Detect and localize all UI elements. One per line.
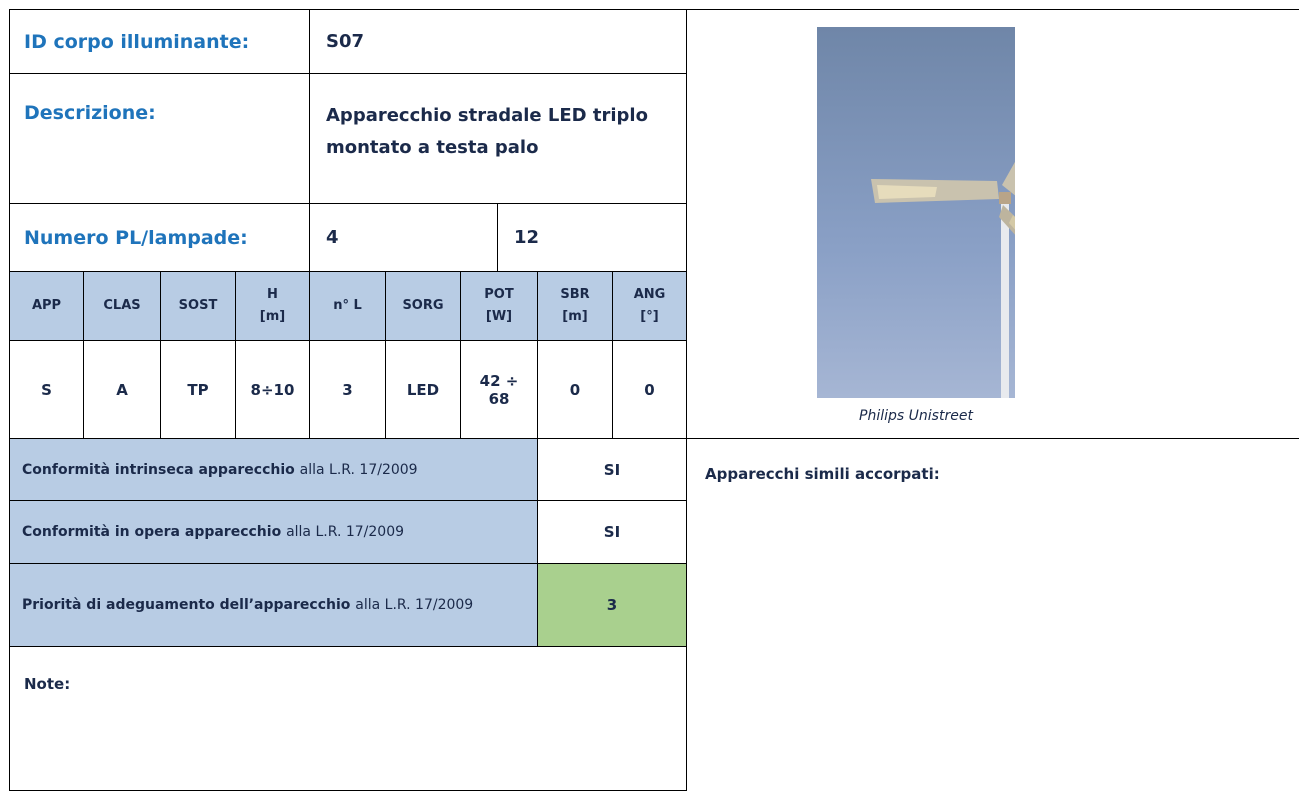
header-name: CLAS — [103, 298, 141, 313]
compliance-value: SI — [537, 500, 687, 564]
compliance-text: Conformità in opera apparecchio alla L.R… — [22, 522, 404, 542]
compliance-rest: alla L.R. 17/2009 — [355, 597, 474, 613]
table-value: 0 — [612, 340, 687, 439]
count-value: 4 — [309, 203, 498, 272]
table-value: 3 — [309, 340, 386, 439]
compliance-rest: alla L.R. 17/2009 — [286, 524, 405, 540]
column-header: ANG [°] — [612, 271, 687, 341]
table-value: LED — [385, 340, 461, 439]
column-header: SBR [m] — [537, 271, 613, 341]
header-text: APP — [32, 295, 61, 317]
compliance-bold: Conformità intrinseca apparecchio — [22, 461, 295, 478]
table-value: 8÷10 — [235, 340, 310, 439]
compliance-label: Conformità in opera apparecchio alla L.R… — [9, 500, 538, 564]
photo-caption: Philips Unistreet — [859, 408, 973, 424]
column-header: APP — [9, 271, 84, 341]
column-header: SORG — [385, 271, 461, 341]
header-text: SBR [m] — [560, 284, 589, 328]
table-value: S — [9, 340, 84, 439]
id-label: ID corpo illuminante: — [9, 9, 310, 74]
table-value: 42 ÷ 68 — [460, 340, 538, 439]
photo — [817, 27, 1015, 398]
header-name: POT — [484, 287, 514, 302]
header-name: H — [267, 287, 278, 302]
header-text: CLAS — [103, 295, 140, 317]
count-label: Numero PL/lampade: — [9, 203, 310, 272]
header-text: n° L — [333, 295, 362, 317]
header-unit: [m] — [259, 309, 286, 324]
compliance-bold: Conformità in opera apparecchio — [22, 524, 282, 540]
header-name: SORG — [402, 298, 444, 313]
border — [686, 9, 1299, 10]
header-text: ANG [°] — [634, 284, 666, 328]
header-name: n° L — [333, 298, 362, 313]
header-unit: [°] — [640, 309, 659, 324]
table-value: A — [83, 340, 161, 439]
column-header: POT [W] — [460, 271, 538, 341]
count-value: 12 — [497, 203, 687, 272]
header-name: SBR — [560, 287, 590, 302]
id-value: S07 — [309, 9, 687, 74]
header-unit: [m] — [562, 309, 588, 324]
compliance-value: SI — [537, 438, 687, 501]
compliance-value: 3 — [537, 563, 687, 647]
column-header: SOST — [160, 271, 236, 341]
compliance-text: Priorità di adeguamento dell’apparecchio… — [22, 595, 473, 615]
compliance-label: Priorità di adeguamento dell’apparecchio… — [9, 563, 538, 647]
description-value: Apparecchio stradale LED triplo montato … — [309, 73, 687, 204]
notes-label: Note: — [9, 646, 687, 791]
header-text: SOST — [179, 295, 218, 317]
column-header: n° L — [309, 271, 386, 341]
compliance-rest: alla L.R. 17/2009 — [299, 461, 418, 478]
description-label: Descrizione: — [9, 73, 310, 204]
column-header: H [m] — [235, 271, 310, 341]
similar-label: Apparecchi simili accorpati: — [705, 465, 940, 483]
header-text: H [m] — [260, 284, 285, 328]
table-value: TP — [160, 340, 236, 439]
column-header: CLAS — [83, 271, 161, 341]
header-name: SOST — [178, 298, 218, 313]
header-text: SORG — [402, 295, 443, 317]
compliance-bold: Priorità di adeguamento dell’apparecchio — [22, 597, 351, 613]
compliance-text: Conformità intrinseca apparecchio alla L… — [22, 460, 418, 480]
header-name: APP — [31, 298, 62, 313]
header-name: ANG — [633, 287, 666, 302]
border — [686, 438, 1299, 439]
table-value: 0 — [537, 340, 613, 439]
header-unit: [W] — [485, 309, 513, 324]
header-text: POT [W] — [484, 284, 513, 328]
compliance-label: Conformità intrinseca apparecchio alla L… — [9, 438, 538, 501]
